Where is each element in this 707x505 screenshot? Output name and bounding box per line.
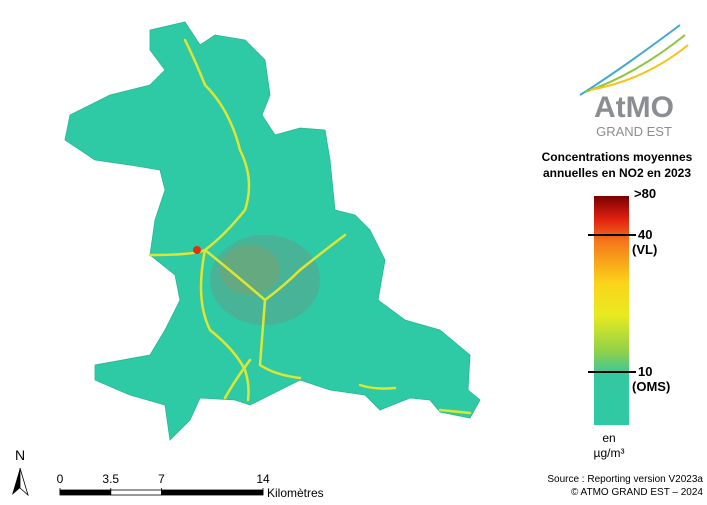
logo-name: AtMO [594,91,674,124]
threshold-value: 40 [638,227,652,242]
north-label: N [15,447,25,463]
scale-tick-label: 7 [158,472,165,486]
color-ramp [594,196,629,425]
territory [64,21,481,441]
threshold-label: (VL) [632,242,657,257]
threshold-label: (OMS) [632,379,670,394]
legend-title: Concentrations moyennes [542,150,693,164]
scale-tick-label: 14 [256,472,270,486]
north-arrow [12,468,20,495]
logo: AtMO GRAND EST [579,24,689,139]
unit: en [602,431,615,445]
legend-title: annuelles en NO2 en 2023 [543,166,691,180]
map [64,21,481,441]
logo-region: GRAND EST [596,124,672,139]
scale-tick-label: 3.5 [102,472,119,486]
source: © ATMO GRAND EST – 2024 [571,487,703,498]
hotspot [193,246,201,254]
roads [148,38,472,415]
source: Source : Reporting version V2023a [547,474,703,485]
scale-tick-label: 0 [57,472,64,486]
threshold-value: 10 [638,364,652,379]
scale-unit: Kilomètres [267,486,324,500]
scale-segment [110,489,162,496]
unit: µg/m³ [594,446,625,460]
legend-max: >80 [634,186,656,201]
scale-segment [59,489,112,496]
thresholds: 40(VL) 10(OMS) [588,227,670,394]
scale-segment [161,489,264,496]
north-arrow [19,467,29,497]
urban-area [220,245,280,295]
